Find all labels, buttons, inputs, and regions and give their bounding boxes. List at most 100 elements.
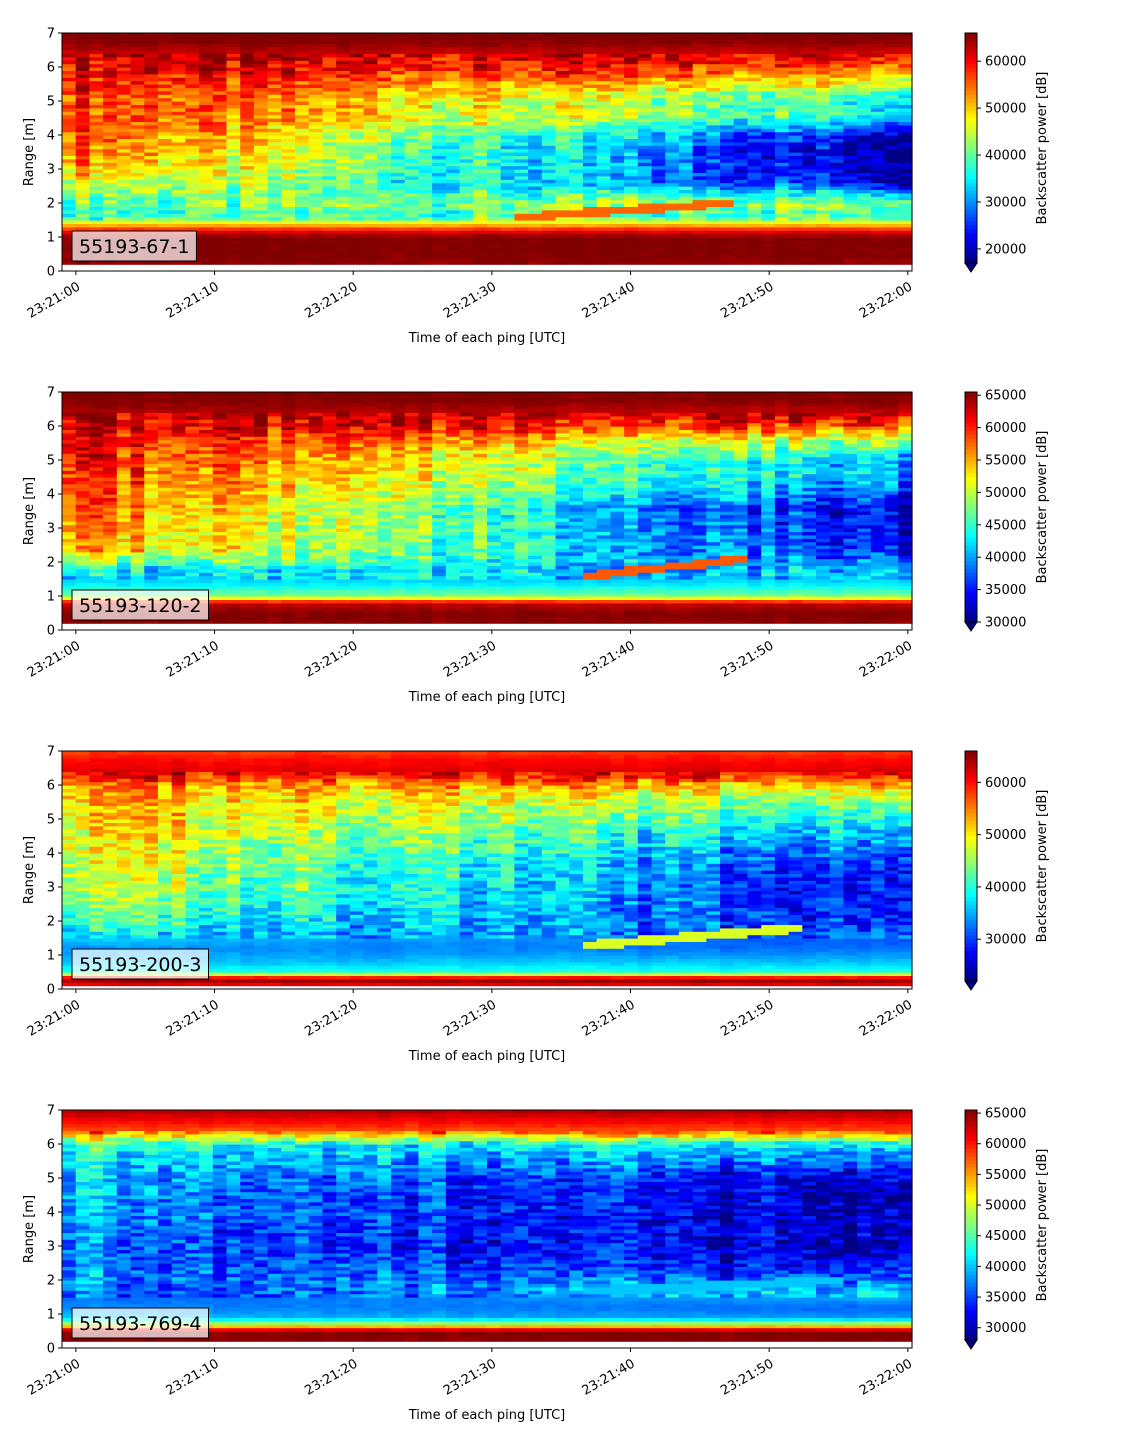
heatmap-cell <box>693 132 707 136</box>
heatmap-cell <box>885 132 899 136</box>
colorbar-segment <box>965 137 977 141</box>
heatmap-cell <box>898 264 912 268</box>
heatmap-cell <box>775 227 789 231</box>
heatmap-cell <box>693 244 707 248</box>
heatmap-cell <box>309 217 323 221</box>
colorbar-segment <box>965 240 977 244</box>
heatmap-cell <box>885 193 899 197</box>
heatmap-cell <box>761 183 775 187</box>
heatmap-cell <box>830 193 844 197</box>
heatmap-cell <box>528 142 542 146</box>
heatmap-cell <box>103 166 117 170</box>
heatmap-cell <box>199 33 213 37</box>
heatmap-cell <box>514 217 528 221</box>
heatmap-cell <box>336 200 350 204</box>
heatmap-cell <box>158 217 172 221</box>
heatmap-cell <box>597 251 611 255</box>
heatmap-cell <box>350 176 364 180</box>
heatmap-cell <box>103 392 117 396</box>
colorbar-segment <box>965 217 977 221</box>
heatmap-cell <box>556 159 570 163</box>
heatmap-cell <box>652 251 666 255</box>
heatmap-cell <box>295 264 309 268</box>
colorbar-segment <box>965 183 977 187</box>
x-tick-label: 23:21:40 <box>580 279 638 321</box>
heatmap-cell <box>117 436 131 440</box>
heatmap-cell <box>144 227 158 231</box>
heatmap-cell <box>857 193 871 197</box>
heatmap-cell <box>391 251 405 255</box>
heatmap-cell <box>638 200 652 204</box>
heatmap-cell <box>816 200 830 204</box>
heatmap-cell <box>254 264 268 268</box>
heatmap-cell <box>843 33 857 37</box>
heatmap-cell <box>542 176 556 180</box>
heatmap-cell <box>610 264 624 268</box>
heatmap-cell <box>885 244 899 248</box>
heatmap-cell <box>364 210 378 214</box>
heatmap-cell <box>487 33 501 37</box>
heatmap-cell <box>377 193 391 197</box>
heatmap-cell <box>830 234 844 238</box>
heatmap-cell <box>775 33 789 37</box>
heatmap-cell <box>117 176 131 180</box>
heatmap-cell <box>405 200 419 204</box>
heatmap-cell <box>473 142 487 146</box>
heatmap-cell <box>556 193 570 197</box>
heatmap-cell <box>144 33 158 37</box>
heatmap-cell <box>364 244 378 248</box>
heatmap-cell <box>542 264 556 268</box>
heatmap-cell <box>761 217 775 221</box>
heatmap-cell <box>76 210 90 214</box>
heatmap-cell <box>144 142 158 146</box>
colorbar-tick-label: 60000 <box>985 55 1026 70</box>
heatmap-cell <box>802 183 816 187</box>
heatmap-cell <box>131 392 145 396</box>
heatmap-cell <box>240 166 254 170</box>
heatmap-cell <box>240 176 254 180</box>
heatmap-cell <box>227 142 241 146</box>
heatmap-cell <box>62 159 76 163</box>
heatmap-cell <box>556 234 570 238</box>
heatmap-cell <box>432 234 446 238</box>
heatmap-cell <box>185 217 199 221</box>
heatmap-cell <box>350 227 364 231</box>
heatmap-cell <box>528 227 542 231</box>
colorbar-segment <box>965 94 977 98</box>
heatmap-cell <box>295 176 309 180</box>
heatmap-cell <box>679 183 693 187</box>
heatmap-cell <box>898 149 912 153</box>
heatmap-cell <box>816 244 830 248</box>
heatmap-cell <box>473 193 487 197</box>
heatmap-cell <box>76 159 90 163</box>
heatmap-cell <box>254 210 268 214</box>
heatmap-cell <box>391 217 405 221</box>
heatmap-cell <box>281 142 295 146</box>
heatmap-cell <box>706 234 720 238</box>
heatmap-cell <box>240 200 254 204</box>
heatmap-cell <box>871 33 885 37</box>
heatmap-cell <box>542 166 556 170</box>
heatmap-cell <box>720 166 734 170</box>
heatmap-cell <box>556 227 570 231</box>
heatmap-cell <box>213 234 227 238</box>
heatmap-cell <box>364 33 378 37</box>
heatmap-cell <box>830 166 844 170</box>
heatmap-cell <box>199 217 213 221</box>
heatmap-cell <box>898 227 912 231</box>
heatmap-cell <box>747 176 761 180</box>
heatmap-cell <box>295 142 309 146</box>
heatmap-cell <box>350 234 364 238</box>
y-axis-label: Range [m] <box>22 118 37 186</box>
heatmap-cell <box>556 200 570 204</box>
heatmap-cell <box>144 210 158 214</box>
colorbar-segment <box>965 33 977 37</box>
heatmap-cell <box>227 227 241 231</box>
heatmap-cell <box>62 183 76 187</box>
heatmap-cell <box>213 210 227 214</box>
heatmap-cell <box>542 244 556 248</box>
heatmap-cell <box>227 159 241 163</box>
heatmap-cell <box>76 470 90 474</box>
heatmap-cell <box>89 470 103 474</box>
